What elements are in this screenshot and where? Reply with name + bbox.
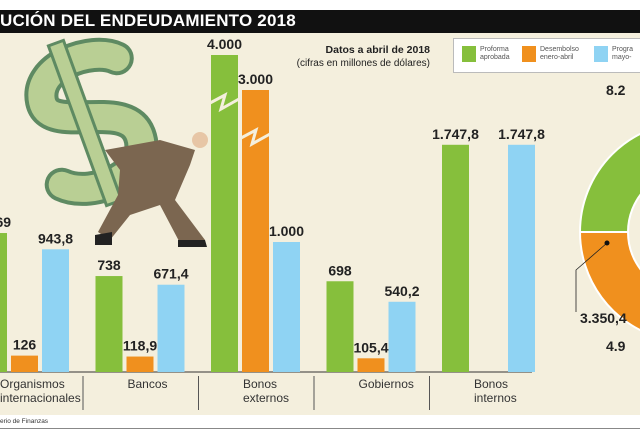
legend-swatch-desembolso [522, 46, 536, 62]
donut-slice-0 [578, 132, 640, 233]
bar-2-4 [508, 144, 535, 372]
bar-1-3 [357, 358, 385, 372]
category-label: Bonos [243, 377, 277, 391]
data-label: 698 [328, 262, 352, 278]
data-label: 1.000 [269, 223, 304, 239]
data-label: 1.747,8 [432, 126, 479, 142]
bottom-rule [0, 428, 640, 429]
dollar-man-illustration [24, 37, 208, 247]
donut-label: 3.350,4 [580, 310, 627, 326]
axis-break-mark [209, 92, 240, 113]
legend-label-proforma: Proforma aprobada [480, 46, 510, 61]
legend: Proforma aprobada Desembolso enero-abril P… [453, 38, 640, 73]
donut-label: 8.2 [606, 82, 626, 98]
bar-0-1 [95, 276, 123, 372]
data-label: 105,4 [353, 339, 388, 355]
bar-2-2 [273, 242, 300, 372]
bar-0-3 [326, 281, 354, 372]
man-head-icon [192, 132, 208, 148]
category-label: internos [474, 391, 517, 405]
chart-title: UCIÓN DEL ENDEUDAMIENTO 2018 [0, 11, 296, 30]
category-label: externos [243, 391, 289, 405]
leader-dot [604, 240, 610, 246]
data-label: 540,2 [384, 283, 419, 299]
bar-1-0 [11, 355, 38, 372]
source-note: erio de Finanzas [0, 418, 49, 425]
shoes-icon [95, 232, 207, 247]
data-label: 943,8 [38, 230, 73, 246]
data-label: 1.747,8 [498, 126, 545, 142]
data-label: 118,9 [123, 338, 157, 354]
data-label: 671,4 [153, 266, 188, 282]
title-bar [0, 10, 640, 33]
data-label: 126 [13, 337, 37, 353]
leader-line [575, 242, 608, 312]
legend-label-programado: Progra mayo- [612, 46, 634, 61]
bar-2-3 [388, 301, 416, 372]
legend-swatch-programado [594, 46, 608, 62]
category-label: internacionales [0, 391, 81, 405]
bar-2-0 [42, 249, 69, 372]
bar-2-1 [157, 284, 185, 372]
dollar-sign-icon [24, 37, 159, 208]
bar-1-1 [126, 356, 154, 372]
data-note: Datos a abril de 2018 (cifras en millone… [297, 44, 430, 70]
legend-label-desembolso: Desembolso enero-abril [540, 46, 579, 61]
data-note-title: Datos a abril de 2018 [325, 44, 430, 56]
legend-swatch-proforma [462, 46, 476, 62]
category-label: Organismos [0, 377, 65, 391]
donut-label: 4.9 [606, 338, 626, 354]
data-note-subtitle: (cifras en millones de dólares) [296, 58, 430, 69]
donut-slice-1 [578, 231, 640, 332]
bar-0-4 [442, 144, 469, 372]
category-label: Bancos [128, 377, 168, 391]
data-label: 3.000 [238, 71, 273, 87]
category-label: Bonos [474, 377, 508, 391]
axis-break-mark [240, 127, 271, 148]
man-figure-icon [98, 140, 205, 243]
data-label: 4.000 [207, 36, 242, 52]
bar-0-0 [0, 233, 7, 372]
data-label: 738 [97, 257, 121, 273]
category-label: Gobiernos [359, 377, 414, 391]
data-label: 1.069 [0, 214, 11, 230]
